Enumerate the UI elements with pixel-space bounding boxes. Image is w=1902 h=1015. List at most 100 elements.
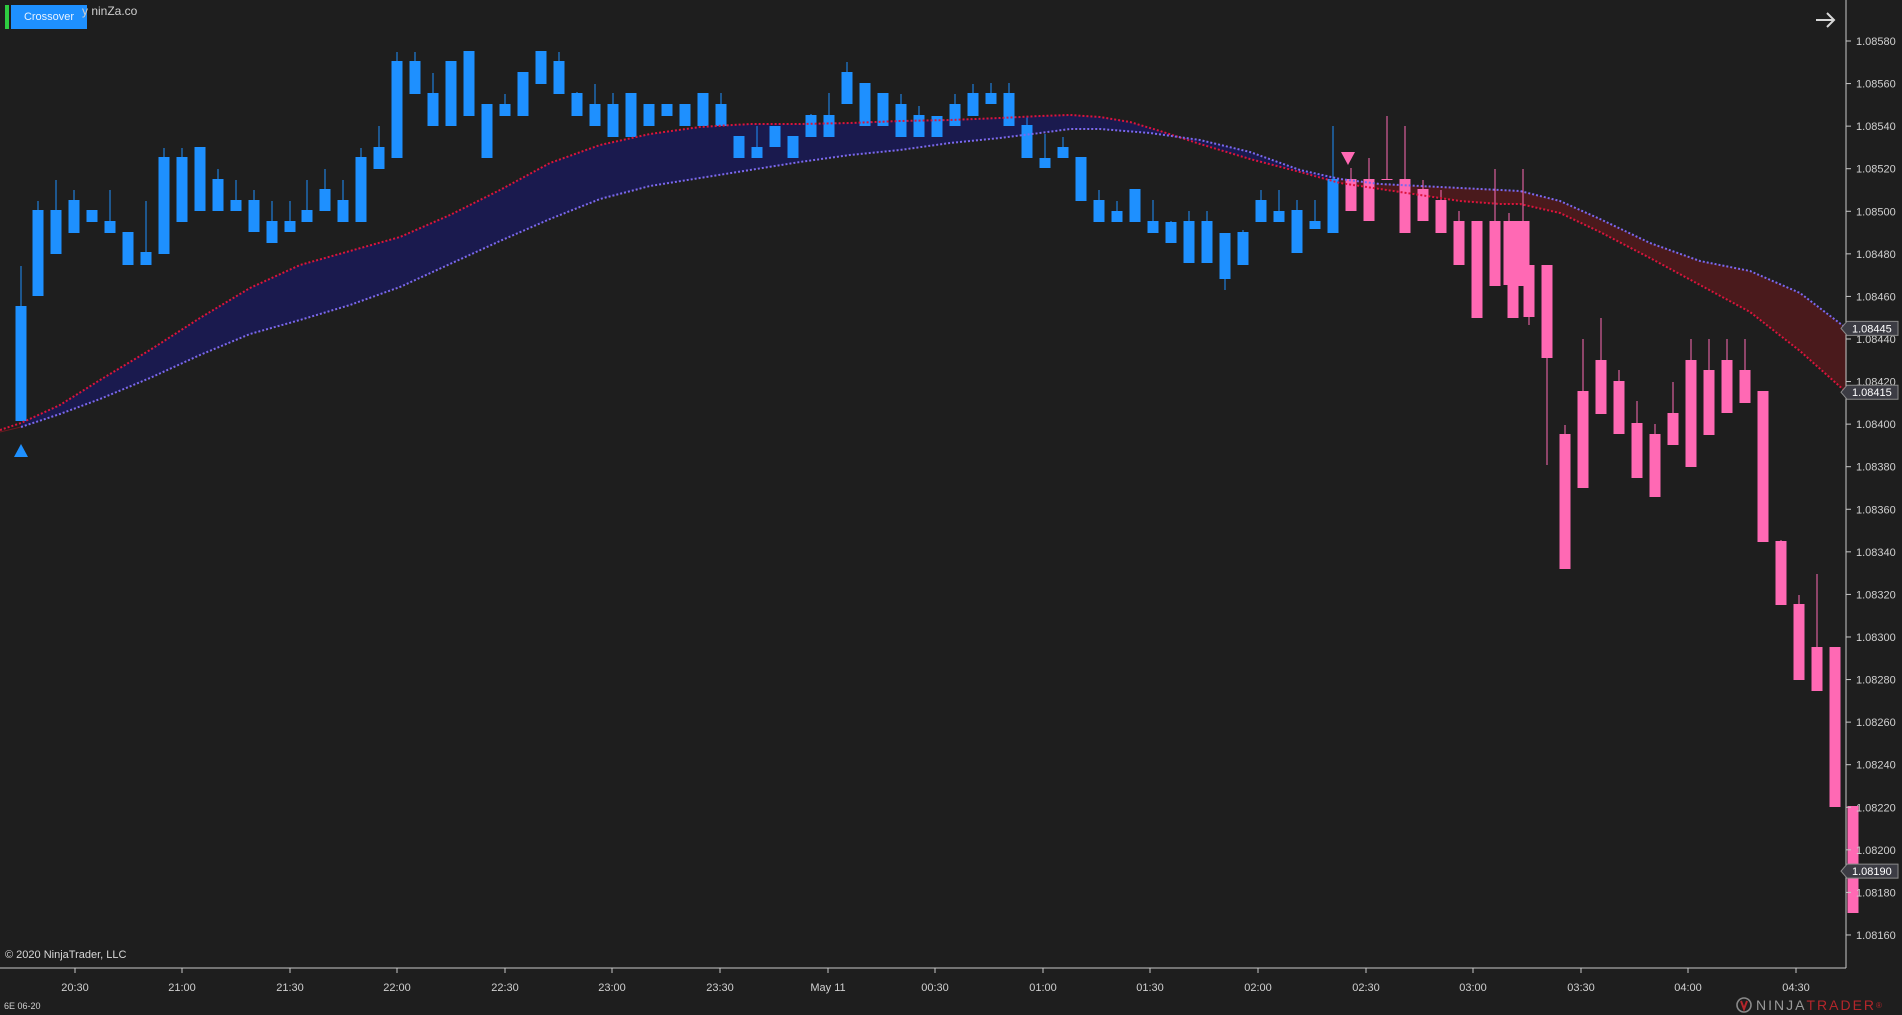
candle-body (1345, 179, 1357, 211)
candle-body (931, 116, 943, 137)
candle-body (1649, 434, 1661, 497)
crossover-button[interactable]: Crossover (11, 5, 87, 29)
price-tick-label: 1.08460 (1856, 291, 1896, 303)
price-tick-label: 1.08500 (1856, 206, 1896, 218)
indicator-author-text: y ninZa.co (82, 4, 138, 18)
candle-body (1811, 647, 1823, 691)
logo-ninja-text: NINJA (1756, 997, 1807, 1013)
candle-body (1039, 158, 1051, 168)
candle-body (1757, 391, 1769, 542)
time-tick-label: 03:00 (1459, 982, 1487, 994)
candle-body (230, 200, 242, 211)
candle-body (1523, 265, 1535, 317)
candle-body (895, 104, 907, 137)
candle-body (391, 61, 403, 158)
fast-ma-tail (0, 426, 22, 433)
logo-registered-mark: ® (1876, 1000, 1884, 1010)
price-tag (1840, 863, 1899, 879)
time-tick-label: May 11 (810, 982, 845, 994)
candle-body (535, 51, 547, 84)
candle-body (1327, 179, 1339, 233)
indicator-status-bar (5, 5, 9, 29)
candle-body (1559, 434, 1571, 569)
candle-body (1165, 222, 1177, 243)
candle-body (1183, 221, 1195, 263)
candle-body (1021, 125, 1033, 158)
candle-body (1381, 179, 1393, 180)
candle-body (463, 51, 475, 116)
candle-body (787, 136, 799, 158)
candle-body (427, 93, 439, 126)
candle-body (679, 104, 691, 126)
candle-body (985, 93, 997, 104)
candle-body (1631, 423, 1643, 478)
logo-trader-text: TRADER (1806, 997, 1877, 1013)
candle-body (1829, 647, 1841, 807)
candle-body (1739, 370, 1751, 403)
candle-body (1595, 360, 1607, 414)
candle-body (1503, 221, 1515, 285)
price-tick-label: 1.08300 (1856, 632, 1896, 644)
candle-body (625, 93, 637, 137)
buy-signal-up-triangle-icon (14, 444, 28, 457)
candle-body (481, 104, 493, 158)
candle-body (1075, 157, 1087, 201)
candle-body (967, 93, 979, 116)
candle-body (1291, 210, 1303, 253)
candle-body (1577, 391, 1589, 488)
candle-body (805, 115, 817, 137)
candle-body (877, 93, 889, 126)
time-tick-label: 02:00 (1244, 982, 1272, 994)
candle-body (86, 210, 98, 222)
candle-body (445, 61, 457, 126)
candle-body (194, 147, 206, 211)
fast-moving-average (0, 113, 1847, 431)
time-tick-label: 20:30 (61, 982, 89, 994)
price-tick-label: 1.08560 (1856, 79, 1896, 91)
candle-body (1147, 221, 1159, 233)
price-tick-label: 1.08540 (1856, 121, 1896, 133)
candle-body (15, 306, 27, 421)
ninjatrader-logo-icon (1736, 997, 1752, 1013)
price-tick-label: 1.08260 (1856, 717, 1896, 729)
candle-body (68, 200, 80, 233)
candle-body (284, 221, 296, 232)
candle-body (50, 210, 62, 254)
price-tag-label: 1.08415 (1852, 387, 1892, 399)
time-tick-label: 21:00 (168, 982, 196, 994)
candle-body (212, 179, 224, 211)
price-tick-label: 1.08200 (1856, 845, 1896, 857)
candle-body (248, 200, 260, 232)
candle-body (859, 83, 871, 126)
candle-body (1721, 360, 1733, 413)
candle-body (1471, 221, 1483, 318)
candle-body (1219, 233, 1231, 279)
candle-body (1517, 221, 1529, 286)
candle-body (1775, 541, 1787, 605)
price-tick-label: 1.08220 (1856, 802, 1896, 814)
candle-body (643, 104, 655, 126)
price-tick-label: 1.08380 (1856, 462, 1896, 474)
candle-body (1273, 211, 1285, 222)
time-tick-label: 23:00 (598, 982, 626, 994)
candle-body (104, 221, 116, 233)
price-tag-label: 1.08445 (1852, 323, 1892, 335)
price-tick-label: 1.08400 (1856, 419, 1896, 431)
time-tick-label: 04:00 (1674, 982, 1702, 994)
candle-body (949, 104, 961, 126)
candle-body (1489, 221, 1501, 286)
candle-body (1093, 200, 1105, 222)
candle-body (1613, 381, 1625, 434)
candle-body (176, 157, 188, 222)
candle-body (553, 61, 565, 94)
time-tick-label: 21:30 (276, 982, 304, 994)
candle-body (266, 221, 278, 243)
price-tick-label: 1.08480 (1856, 249, 1896, 261)
candle-body (661, 104, 673, 116)
candle-body (769, 126, 781, 147)
candle-body (1793, 604, 1805, 680)
arrow-right-icon[interactable] (1812, 6, 1840, 34)
time-tick-label: 01:00 (1029, 982, 1057, 994)
candle-body (1309, 221, 1321, 229)
